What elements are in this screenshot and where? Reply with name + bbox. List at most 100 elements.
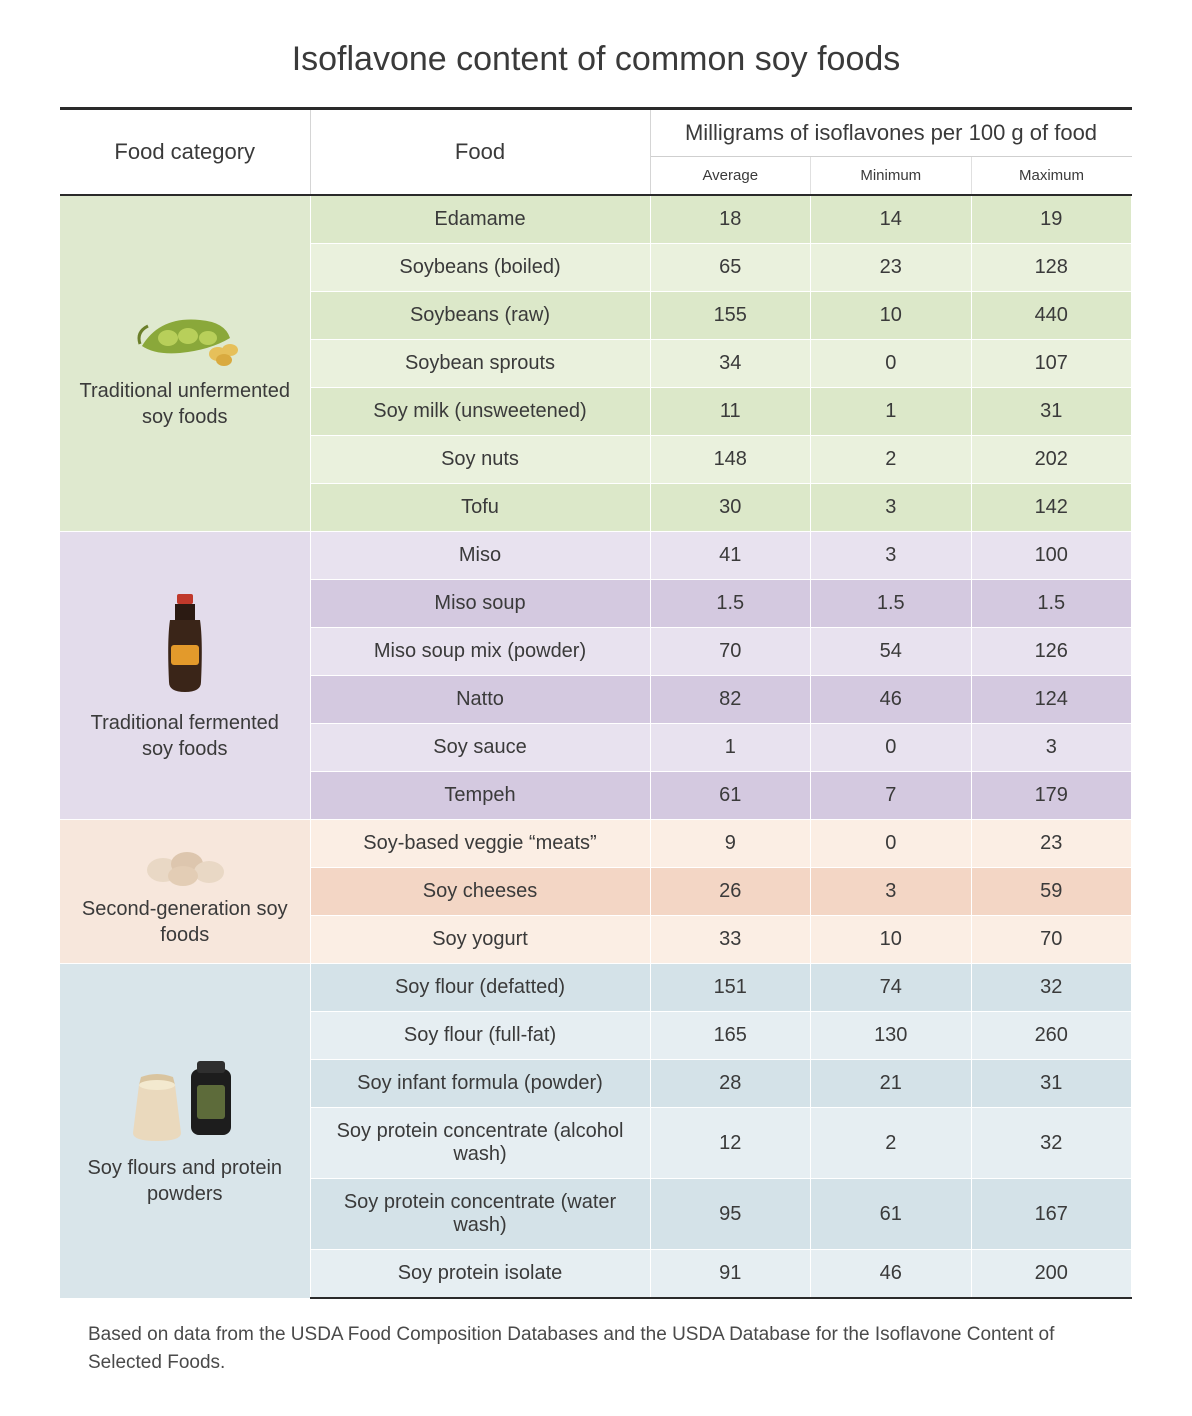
food-cell: Soy milk (unsweetened) bbox=[310, 388, 650, 436]
min-cell: 7 bbox=[811, 772, 972, 820]
avg-cell: 41 bbox=[650, 532, 811, 580]
min-cell: 0 bbox=[811, 724, 972, 772]
max-cell: 202 bbox=[971, 436, 1132, 484]
max-cell: 59 bbox=[971, 868, 1132, 916]
header-mg: Milligrams of isoflavones per 100 g of f… bbox=[650, 109, 1132, 157]
food-cell: Soybeans (boiled) bbox=[310, 244, 650, 292]
min-cell: 10 bbox=[811, 292, 972, 340]
max-cell: 32 bbox=[971, 1108, 1132, 1179]
food-cell: Soybeans (raw) bbox=[310, 292, 650, 340]
max-cell: 260 bbox=[971, 1012, 1132, 1060]
header-minimum: Minimum bbox=[811, 157, 972, 196]
min-cell: 21 bbox=[811, 1060, 972, 1108]
table-row: Traditional unfermented soy foodsEdamame… bbox=[60, 195, 1132, 244]
table-row: Traditional fermented soy foodsMiso41310… bbox=[60, 532, 1132, 580]
max-cell: 124 bbox=[971, 676, 1132, 724]
avg-cell: 1.5 bbox=[650, 580, 811, 628]
food-cell: Soy flour (full-fat) bbox=[310, 1012, 650, 1060]
avg-cell: 12 bbox=[650, 1108, 811, 1179]
food-cell: Edamame bbox=[310, 195, 650, 244]
max-cell: 23 bbox=[971, 820, 1132, 868]
food-cell: Tofu bbox=[310, 484, 650, 532]
food-cell: Soy nuts bbox=[310, 436, 650, 484]
avg-cell: 33 bbox=[650, 916, 811, 964]
min-cell: 74 bbox=[811, 964, 972, 1012]
avg-cell: 65 bbox=[650, 244, 811, 292]
food-cell: Soy protein concentrate (water wash) bbox=[310, 1179, 650, 1250]
soy-sauce-icon bbox=[78, 590, 292, 700]
avg-cell: 95 bbox=[650, 1179, 811, 1250]
min-cell: 10 bbox=[811, 916, 972, 964]
category-cell: Second-generation soy foods bbox=[60, 820, 310, 964]
avg-cell: 82 bbox=[650, 676, 811, 724]
food-cell: Soy-based veggie “meats” bbox=[310, 820, 650, 868]
food-cell: Soy infant formula (powder) bbox=[310, 1060, 650, 1108]
min-cell: 2 bbox=[811, 436, 972, 484]
min-cell: 14 bbox=[811, 195, 972, 244]
max-cell: 128 bbox=[971, 244, 1132, 292]
min-cell: 0 bbox=[811, 340, 972, 388]
max-cell: 179 bbox=[971, 772, 1132, 820]
table-row: Soy flours and protein powdersSoy flour … bbox=[60, 964, 1132, 1012]
min-cell: 3 bbox=[811, 484, 972, 532]
avg-cell: 61 bbox=[650, 772, 811, 820]
page-title: Isoflavone content of common soy foods bbox=[60, 40, 1132, 79]
food-cell: Miso bbox=[310, 532, 650, 580]
food-cell: Soy protein isolate bbox=[310, 1250, 650, 1299]
avg-cell: 30 bbox=[650, 484, 811, 532]
food-cell: Soy protein concentrate (alcohol wash) bbox=[310, 1108, 650, 1179]
min-cell: 1 bbox=[811, 388, 972, 436]
food-cell: Natto bbox=[310, 676, 650, 724]
category-label: Second-generation soy foods bbox=[78, 896, 292, 948]
avg-cell: 91 bbox=[650, 1250, 811, 1299]
header-category: Food category bbox=[60, 109, 310, 196]
min-cell: 54 bbox=[811, 628, 972, 676]
category-label: Soy flours and protein powders bbox=[78, 1155, 292, 1207]
min-cell: 3 bbox=[811, 868, 972, 916]
max-cell: 70 bbox=[971, 916, 1132, 964]
category-cell: Traditional fermented soy foods bbox=[60, 532, 310, 820]
food-cell: Miso soup bbox=[310, 580, 650, 628]
min-cell: 0 bbox=[811, 820, 972, 868]
food-cell: Soy flour (defatted) bbox=[310, 964, 650, 1012]
category-label: Traditional unfermented soy foods bbox=[78, 378, 292, 430]
header-maximum: Maximum bbox=[971, 157, 1132, 196]
header-average: Average bbox=[650, 157, 811, 196]
max-cell: 31 bbox=[971, 388, 1132, 436]
max-cell: 3 bbox=[971, 724, 1132, 772]
soy-cheese-icon bbox=[78, 836, 292, 886]
avg-cell: 165 bbox=[650, 1012, 811, 1060]
avg-cell: 11 bbox=[650, 388, 811, 436]
avg-cell: 1 bbox=[650, 724, 811, 772]
min-cell: 1.5 bbox=[811, 580, 972, 628]
max-cell: 200 bbox=[971, 1250, 1132, 1299]
max-cell: 440 bbox=[971, 292, 1132, 340]
food-cell: Miso soup mix (powder) bbox=[310, 628, 650, 676]
category-cell: Soy flours and protein powders bbox=[60, 964, 310, 1299]
avg-cell: 18 bbox=[650, 195, 811, 244]
max-cell: 1.5 bbox=[971, 580, 1132, 628]
footnote: Based on data from the USDA Food Composi… bbox=[60, 1321, 1132, 1376]
max-cell: 107 bbox=[971, 340, 1132, 388]
max-cell: 32 bbox=[971, 964, 1132, 1012]
food-cell: Tempeh bbox=[310, 772, 650, 820]
flour-jar-icon bbox=[78, 1055, 292, 1145]
category-cell: Traditional unfermented soy foods bbox=[60, 195, 310, 532]
avg-cell: 70 bbox=[650, 628, 811, 676]
table-row: Second-generation soy foodsSoy-based veg… bbox=[60, 820, 1132, 868]
food-cell: Soy sauce bbox=[310, 724, 650, 772]
avg-cell: 26 bbox=[650, 868, 811, 916]
avg-cell: 28 bbox=[650, 1060, 811, 1108]
edamame-icon bbox=[78, 298, 292, 368]
max-cell: 167 bbox=[971, 1179, 1132, 1250]
max-cell: 142 bbox=[971, 484, 1132, 532]
min-cell: 46 bbox=[811, 676, 972, 724]
avg-cell: 155 bbox=[650, 292, 811, 340]
food-cell: Soybean sprouts bbox=[310, 340, 650, 388]
avg-cell: 148 bbox=[650, 436, 811, 484]
min-cell: 46 bbox=[811, 1250, 972, 1299]
max-cell: 31 bbox=[971, 1060, 1132, 1108]
max-cell: 126 bbox=[971, 628, 1132, 676]
min-cell: 23 bbox=[811, 244, 972, 292]
food-cell: Soy cheeses bbox=[310, 868, 650, 916]
